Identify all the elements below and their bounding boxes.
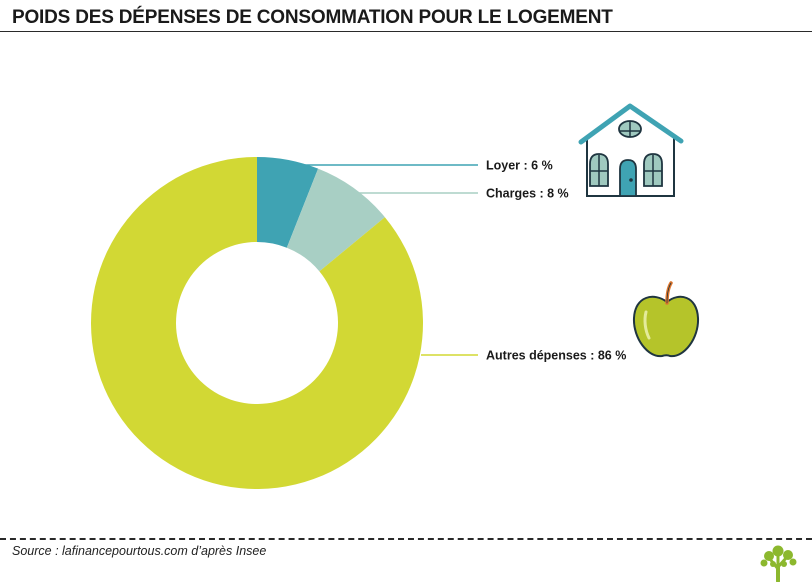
apple-icon (632, 281, 700, 358)
data-labels: Loyer : 6 % Charges : 8 % Autres dépenses … (486, 159, 626, 363)
source-note: Source : lafinancepourtous.com d’après I… (12, 544, 267, 558)
tree-logo-icon (760, 545, 797, 582)
donut-slice-2 (286, 168, 385, 272)
data-label-3: Autres dépenses : 86 % (486, 349, 626, 363)
donut-slice-3 (90, 157, 423, 489)
data-label-2: Charges : 8 % (486, 187, 569, 201)
header-rule (0, 31, 812, 32)
donut-slice-1 (257, 157, 319, 248)
chart-title: POIDS DES DÉPENSES DE CONSOMMATION POUR … (12, 7, 613, 28)
house-icon (578, 103, 684, 197)
data-label-1: Loyer : 6 % (486, 159, 553, 173)
donut-slices (90, 157, 423, 489)
leader-lines (290, 164, 478, 356)
footer-rule (0, 538, 812, 540)
